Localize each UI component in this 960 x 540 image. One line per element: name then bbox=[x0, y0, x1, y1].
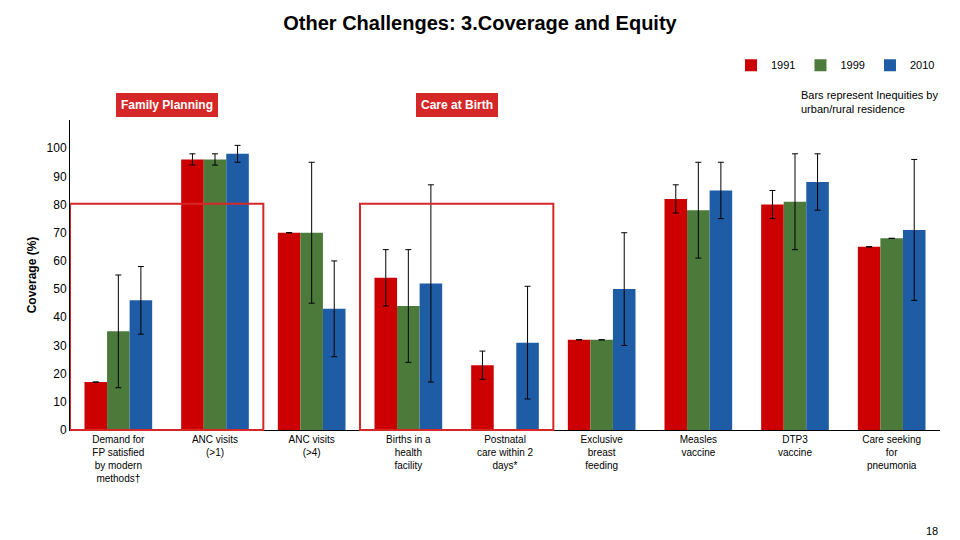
svg-text:Care seekingforpneumonia: Care seekingforpneumonia bbox=[862, 434, 921, 471]
svg-text:70: 70 bbox=[53, 226, 67, 240]
svg-text:50: 50 bbox=[53, 282, 67, 296]
svg-text:1999: 1999 bbox=[840, 59, 864, 71]
svg-text:90: 90 bbox=[53, 170, 67, 184]
svg-text:10: 10 bbox=[53, 395, 67, 409]
svg-text:100: 100 bbox=[47, 141, 67, 155]
svg-text:18: 18 bbox=[926, 525, 938, 537]
svg-text:1991: 1991 bbox=[771, 59, 795, 71]
svg-text:Exclusivebreastfeeding: Exclusivebreastfeeding bbox=[581, 434, 624, 471]
svg-text:ANC visits(>1): ANC visits(>1) bbox=[192, 434, 238, 458]
svg-text:Other Challenges: 3.Coverage a: Other Challenges: 3.Coverage and Equity bbox=[283, 12, 677, 34]
svg-text:ANC visits(>4): ANC visits(>4) bbox=[289, 434, 335, 458]
svg-text:Demand forFP satisfiedby moder: Demand forFP satisfiedby modernmethods† bbox=[92, 434, 145, 484]
svg-text:0: 0 bbox=[60, 423, 67, 437]
svg-text:Family Planning: Family Planning bbox=[121, 98, 213, 112]
svg-text:60: 60 bbox=[53, 254, 67, 268]
svg-text:Coverage (%): Coverage (%) bbox=[25, 237, 39, 314]
svg-text:Postnatalcare within 2days*: Postnatalcare within 2days* bbox=[477, 434, 534, 471]
svg-text:Bars represent Inequities byur: Bars represent Inequities byurban/rural … bbox=[801, 89, 938, 115]
svg-text:Births in ahealthfacility: Births in ahealthfacility bbox=[386, 434, 431, 471]
svg-text:30: 30 bbox=[53, 339, 67, 353]
svg-text:2010: 2010 bbox=[910, 59, 934, 71]
svg-text:Care at Birth: Care at Birth bbox=[421, 98, 493, 112]
svg-text:DTP3vaccine: DTP3vaccine bbox=[778, 434, 812, 458]
svg-text:Measlesvaccine: Measlesvaccine bbox=[680, 434, 717, 458]
svg-text:20: 20 bbox=[53, 367, 67, 381]
svg-text:80: 80 bbox=[53, 198, 67, 212]
svg-text:40: 40 bbox=[53, 310, 67, 324]
